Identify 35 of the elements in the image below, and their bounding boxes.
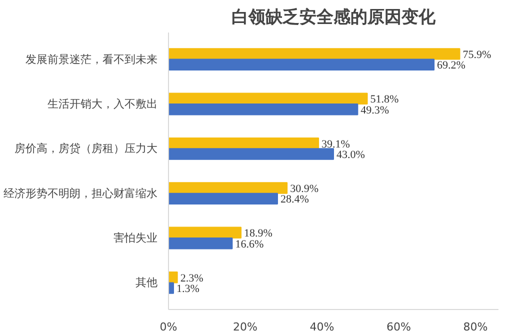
bar <box>168 192 278 205</box>
x-tick-label: 40% <box>310 320 334 334</box>
bar <box>168 182 288 194</box>
bar <box>168 103 358 116</box>
bar <box>168 58 435 71</box>
data-label: 43.0% <box>336 149 365 162</box>
data-label: 30.9% <box>290 182 318 195</box>
data-label: 75.9% <box>462 48 492 61</box>
bar <box>168 226 242 239</box>
x-tick-label: 0% <box>160 320 178 334</box>
data-label: 49.3% <box>360 104 390 116</box>
bar <box>168 92 368 104</box>
y-tick-label: 房价高，房贷（房租）压力大 <box>14 142 158 156</box>
data-label: 51.8% <box>370 94 399 106</box>
bar <box>168 48 460 60</box>
data-label: 69.2% <box>437 60 466 72</box>
bar <box>168 238 233 250</box>
data-label: 18.9% <box>244 228 272 240</box>
y-tick-label: 害怕失业 <box>114 232 158 245</box>
x-tick-label: 80% <box>463 320 488 334</box>
bar <box>168 282 174 294</box>
data-label: 28.4% <box>280 194 309 206</box>
x-tick-label: 20% <box>233 320 258 334</box>
y-tick-label: 生活开销大，入不敷出 <box>48 97 158 110</box>
y-tick-label: 其他 <box>136 276 158 290</box>
data-label: 1.3% <box>176 283 200 296</box>
bar <box>168 271 178 284</box>
y-tick-label: 经济形势不明朗，担心财富缩水 <box>4 186 158 200</box>
chart-title: 白领缺乏安全感的原因变化 <box>232 8 436 28</box>
data-label: 2.3% <box>180 272 204 284</box>
bar <box>168 148 334 160</box>
x-tick-label: 60% <box>386 320 411 334</box>
y-tick-label: 发展前景迷茫，看不到未来 <box>26 52 158 66</box>
data-label: 39.1% <box>322 138 350 150</box>
data-label: 16.6% <box>235 238 264 250</box>
